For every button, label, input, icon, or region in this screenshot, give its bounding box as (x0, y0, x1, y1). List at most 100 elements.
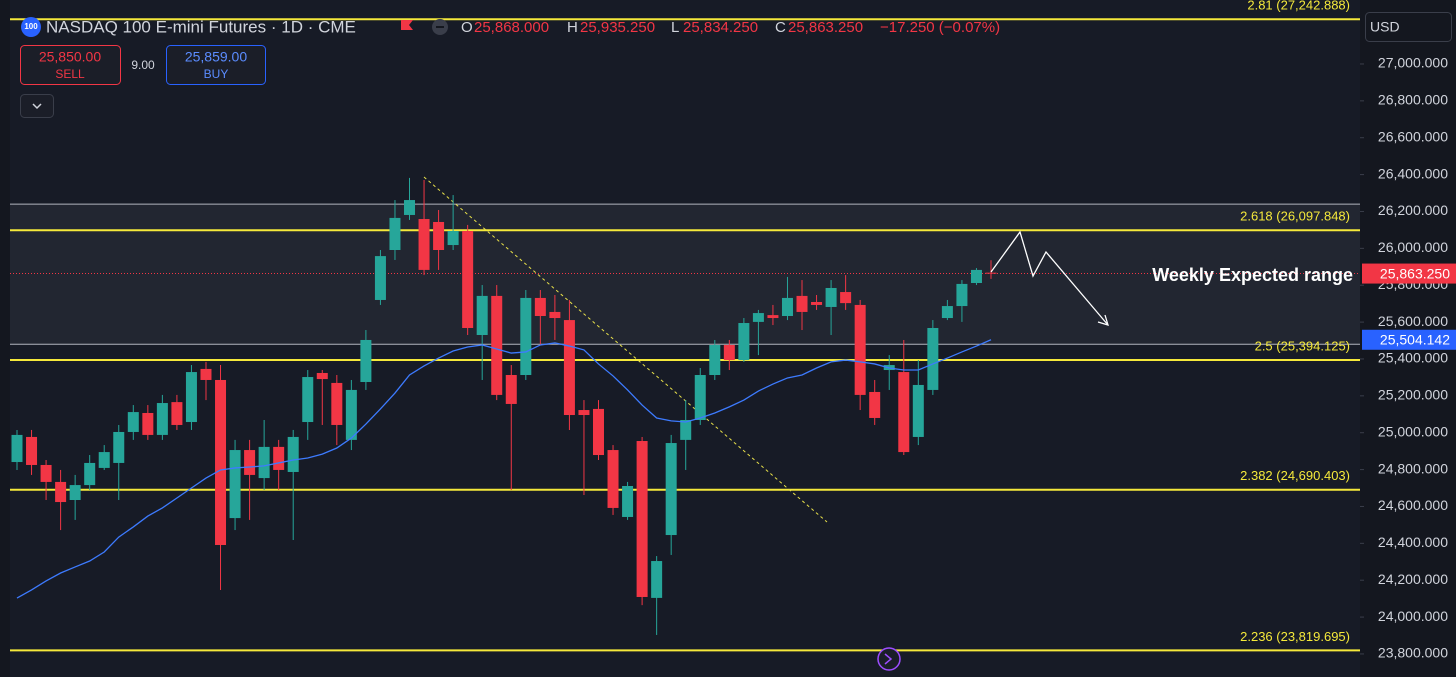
y-tick-label: 23,800.000 (1378, 645, 1448, 661)
candle-body (215, 379, 227, 545)
symbol-icon-text: 100 (24, 22, 38, 31)
buy-button[interactable] (166, 45, 266, 85)
sell-label: SELL (55, 67, 85, 81)
expected-range-zone (10, 204, 1360, 345)
candle-body (113, 431, 125, 463)
candle-body (404, 200, 416, 215)
ma-tag-label: 25,504.142 (1380, 331, 1450, 347)
fib-level-label: 2.382 (24,690.403) (1240, 468, 1350, 483)
candle-body (840, 292, 852, 304)
candle-body (11, 434, 23, 463)
currency-button[interactable] (1365, 12, 1452, 42)
y-tick-label: 26,400.000 (1378, 165, 1448, 181)
candle-body (694, 375, 706, 420)
candle-body (127, 412, 139, 432)
projection-arrow (990, 230, 1109, 326)
candle-body (520, 297, 532, 376)
candle-body (738, 323, 750, 361)
symbol-title: NASDAQ 100 E-mini Futures · 1D · CME (46, 17, 356, 36)
candle-body (752, 313, 764, 322)
moving-average (16, 339, 992, 599)
candle-body (374, 256, 386, 300)
y-tick-label: 26,000.000 (1378, 239, 1448, 255)
candle-body (389, 217, 401, 251)
y-tick-label: 27,000.000 (1378, 55, 1448, 71)
candle-body (142, 412, 154, 435)
candle-body (273, 446, 285, 470)
y-tick-label: 24,800.000 (1378, 460, 1448, 476)
ma-tag (1362, 329, 1456, 350)
candle-body (854, 304, 866, 395)
candle-body (55, 481, 67, 503)
candle-body (302, 377, 314, 423)
ohlc-o-label: O (461, 19, 473, 36)
candle-body (156, 403, 168, 435)
y-tick-label: 25,600.000 (1378, 313, 1448, 329)
currency: USD (1370, 19, 1400, 35)
candle-body (433, 221, 445, 251)
candle-body (345, 389, 357, 440)
annotation: Weekly Expected range (1152, 265, 1353, 285)
candle-body (40, 464, 52, 482)
candle-body (811, 301, 823, 305)
collapse-button[interactable] (20, 94, 54, 118)
candle-body (462, 231, 474, 328)
goto-realtime[interactable] (877, 647, 901, 671)
y-tick-label: 24,000.000 (1378, 608, 1448, 624)
sell-price: 25,850.00 (39, 49, 101, 65)
candle-body (563, 320, 575, 416)
candle-body (26, 436, 38, 465)
candle-body (229, 450, 241, 519)
fib-level-label: 2.236 (23,819.695) (1240, 629, 1350, 644)
candle-body (418, 219, 430, 270)
trendline (423, 176, 828, 523)
last-price-tag (1362, 263, 1456, 284)
ohlc-h-label: H (567, 19, 578, 36)
ohlc-low: 25,834.250 (683, 19, 758, 36)
candle-body (651, 561, 663, 598)
candle-body (505, 375, 517, 404)
candle-body (185, 372, 197, 423)
candle-body (69, 485, 81, 501)
candle-body (171, 402, 183, 425)
candle-body (941, 306, 953, 319)
ohlc-change: −17.250 (−0.07%) (880, 19, 1000, 36)
buy-price: 25,859.00 (185, 49, 247, 65)
y-tick-label: 26,200.000 (1378, 202, 1448, 218)
y-tick-label: 25,400.000 (1378, 350, 1448, 366)
candle-body (200, 368, 212, 380)
candle-body (592, 408, 604, 456)
ohlc-high: 25,935.250 (580, 19, 655, 36)
y-tick-label: 25,000.000 (1378, 423, 1448, 439)
sell-button[interactable] (20, 45, 121, 85)
candle-body (898, 372, 910, 453)
candle-body (927, 327, 939, 390)
y-tick-label: 26,800.000 (1378, 92, 1448, 108)
candle-body (767, 315, 779, 319)
y-tick-label: 24,600.000 (1378, 497, 1448, 513)
candle-body (665, 443, 677, 536)
candle-body (825, 287, 837, 307)
candle-body (447, 231, 459, 246)
symbol-icon (21, 17, 41, 37)
candle-body (244, 450, 256, 475)
candle-body (869, 391, 881, 418)
candle-body (607, 450, 619, 508)
fib-level-label: 2.618 (26,097.848) (1240, 209, 1350, 224)
candle-body (578, 410, 590, 416)
goto-icon (884, 653, 893, 665)
fib-level-label: 2.5 (25,394.125) (1255, 338, 1350, 353)
candle-body (331, 382, 343, 425)
candle-body (796, 295, 808, 312)
candle-body (985, 272, 997, 274)
candle-body (709, 344, 721, 376)
y-tick-label: 24,400.000 (1378, 534, 1448, 550)
candle-body (476, 295, 488, 335)
spread: 9.00 (131, 58, 155, 72)
ohlc-c-label: C (775, 19, 786, 36)
candle-body (534, 297, 546, 317)
y-tick-label: 25,200.000 (1378, 387, 1448, 403)
candle-body (956, 283, 968, 307)
last-price-tag-label: 25,863.250 (1380, 265, 1450, 281)
chevron-icon (32, 103, 42, 110)
